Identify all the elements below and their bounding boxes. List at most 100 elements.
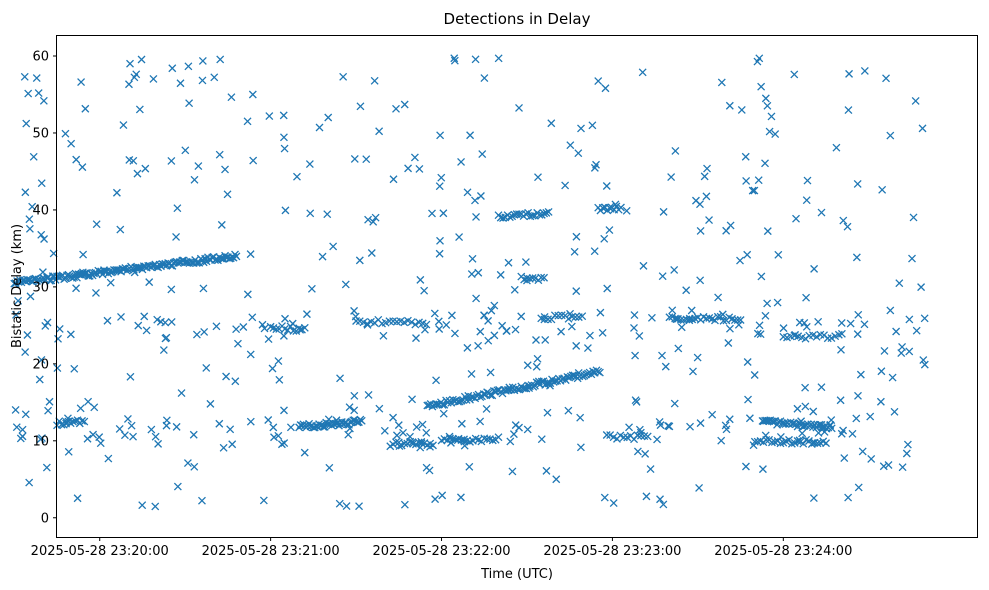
detection-marker xyxy=(104,454,113,463)
detection-marker xyxy=(336,374,345,383)
detection-marker xyxy=(670,399,679,408)
detection-marker xyxy=(490,331,499,340)
detection-marker xyxy=(700,172,709,181)
detection-marker xyxy=(296,325,305,334)
detection-marker xyxy=(223,190,232,199)
detection-marker xyxy=(35,375,44,384)
detection-marker xyxy=(583,344,592,353)
detection-marker xyxy=(528,274,537,282)
detection-marker xyxy=(905,315,914,324)
detection-marker xyxy=(29,152,38,161)
detection-marker xyxy=(686,422,694,431)
detection-marker xyxy=(670,265,679,274)
detection-marker xyxy=(505,213,514,222)
detection-marker xyxy=(243,290,252,299)
detection-marker xyxy=(22,119,31,128)
detection-marker xyxy=(761,159,769,168)
y-tick-label: 50 xyxy=(32,126,49,141)
detection-marker xyxy=(134,263,143,272)
detection-marker xyxy=(422,463,431,472)
detection-marker xyxy=(412,423,421,432)
detection-marker xyxy=(639,261,648,270)
detection-marker xyxy=(440,400,449,409)
detection-marker xyxy=(606,204,615,213)
detection-marker xyxy=(543,408,552,417)
detection-marker xyxy=(418,420,427,429)
detection-marker xyxy=(472,294,481,303)
detection-marker xyxy=(515,423,523,432)
detection-marker xyxy=(465,462,474,471)
detection-marker xyxy=(81,104,90,113)
detection-marker xyxy=(540,273,549,282)
detection-marker xyxy=(743,250,752,259)
detection-marker xyxy=(761,431,770,440)
detection-marker xyxy=(537,273,546,282)
detection-marker xyxy=(117,312,125,321)
detection-marker xyxy=(625,423,634,432)
detection-marker xyxy=(445,432,454,441)
detection-marker xyxy=(836,396,845,405)
detection-marker xyxy=(70,364,79,373)
detection-marker xyxy=(763,101,772,110)
detection-marker xyxy=(90,403,99,412)
detection-marker xyxy=(837,319,846,327)
detection-marker xyxy=(483,435,492,444)
detection-marker xyxy=(895,279,904,288)
detection-marker xyxy=(506,437,515,446)
detection-marker xyxy=(409,439,417,448)
detection-marker xyxy=(496,270,505,279)
detection-marker xyxy=(281,314,289,323)
y-tick-label: 20 xyxy=(32,357,49,372)
detection-marker xyxy=(264,416,273,424)
detection-marker xyxy=(617,203,625,212)
detection-marker xyxy=(745,414,754,423)
detection-marker xyxy=(808,438,817,447)
detection-marker xyxy=(750,186,759,195)
detection-marker xyxy=(453,436,462,445)
detection-marker xyxy=(542,208,551,217)
detection-marker xyxy=(300,448,309,457)
detection-marker xyxy=(115,425,124,433)
detection-marker xyxy=(63,414,72,423)
detection-marker xyxy=(167,285,176,294)
detection-marker xyxy=(302,310,311,319)
detection-marker xyxy=(717,436,726,445)
detection-marker xyxy=(876,397,885,406)
detection-marker xyxy=(541,336,550,344)
detection-marker xyxy=(525,384,534,393)
detection-marker xyxy=(80,417,89,426)
detection-marker xyxy=(532,336,540,344)
detection-marker xyxy=(802,322,811,331)
detection-marker xyxy=(176,79,185,88)
x-tick-label: 2025-05-28 23:24:00 xyxy=(714,544,852,559)
detection-marker xyxy=(519,384,527,393)
detection-marker xyxy=(135,105,144,114)
detection-marker xyxy=(53,364,62,372)
detection-marker xyxy=(886,306,895,315)
detection-marker xyxy=(431,495,440,504)
detection-marker xyxy=(600,493,609,502)
detection-marker xyxy=(817,423,826,432)
detection-marker xyxy=(486,368,495,377)
detection-marker xyxy=(880,346,889,355)
detection-marker xyxy=(232,252,241,261)
detection-marker xyxy=(502,326,511,335)
detection-marker xyxy=(79,250,88,259)
detection-marker xyxy=(167,156,176,165)
detection-marker xyxy=(318,252,327,261)
detection-marker xyxy=(756,330,765,339)
detection-marker xyxy=(598,203,607,212)
y-axis-label: Bistatic Delay (km) xyxy=(10,224,25,348)
detection-marker xyxy=(103,316,112,325)
detection-marker xyxy=(472,212,480,221)
detection-marker xyxy=(478,150,487,159)
detection-marker xyxy=(665,313,674,322)
detection-marker xyxy=(884,461,893,469)
detection-marker xyxy=(776,439,785,448)
detection-marker xyxy=(280,439,289,448)
detection-marker xyxy=(590,247,599,256)
detection-marker xyxy=(38,268,47,277)
detection-marker xyxy=(200,327,209,336)
detection-marker xyxy=(793,437,802,445)
detection-marker xyxy=(447,311,456,320)
